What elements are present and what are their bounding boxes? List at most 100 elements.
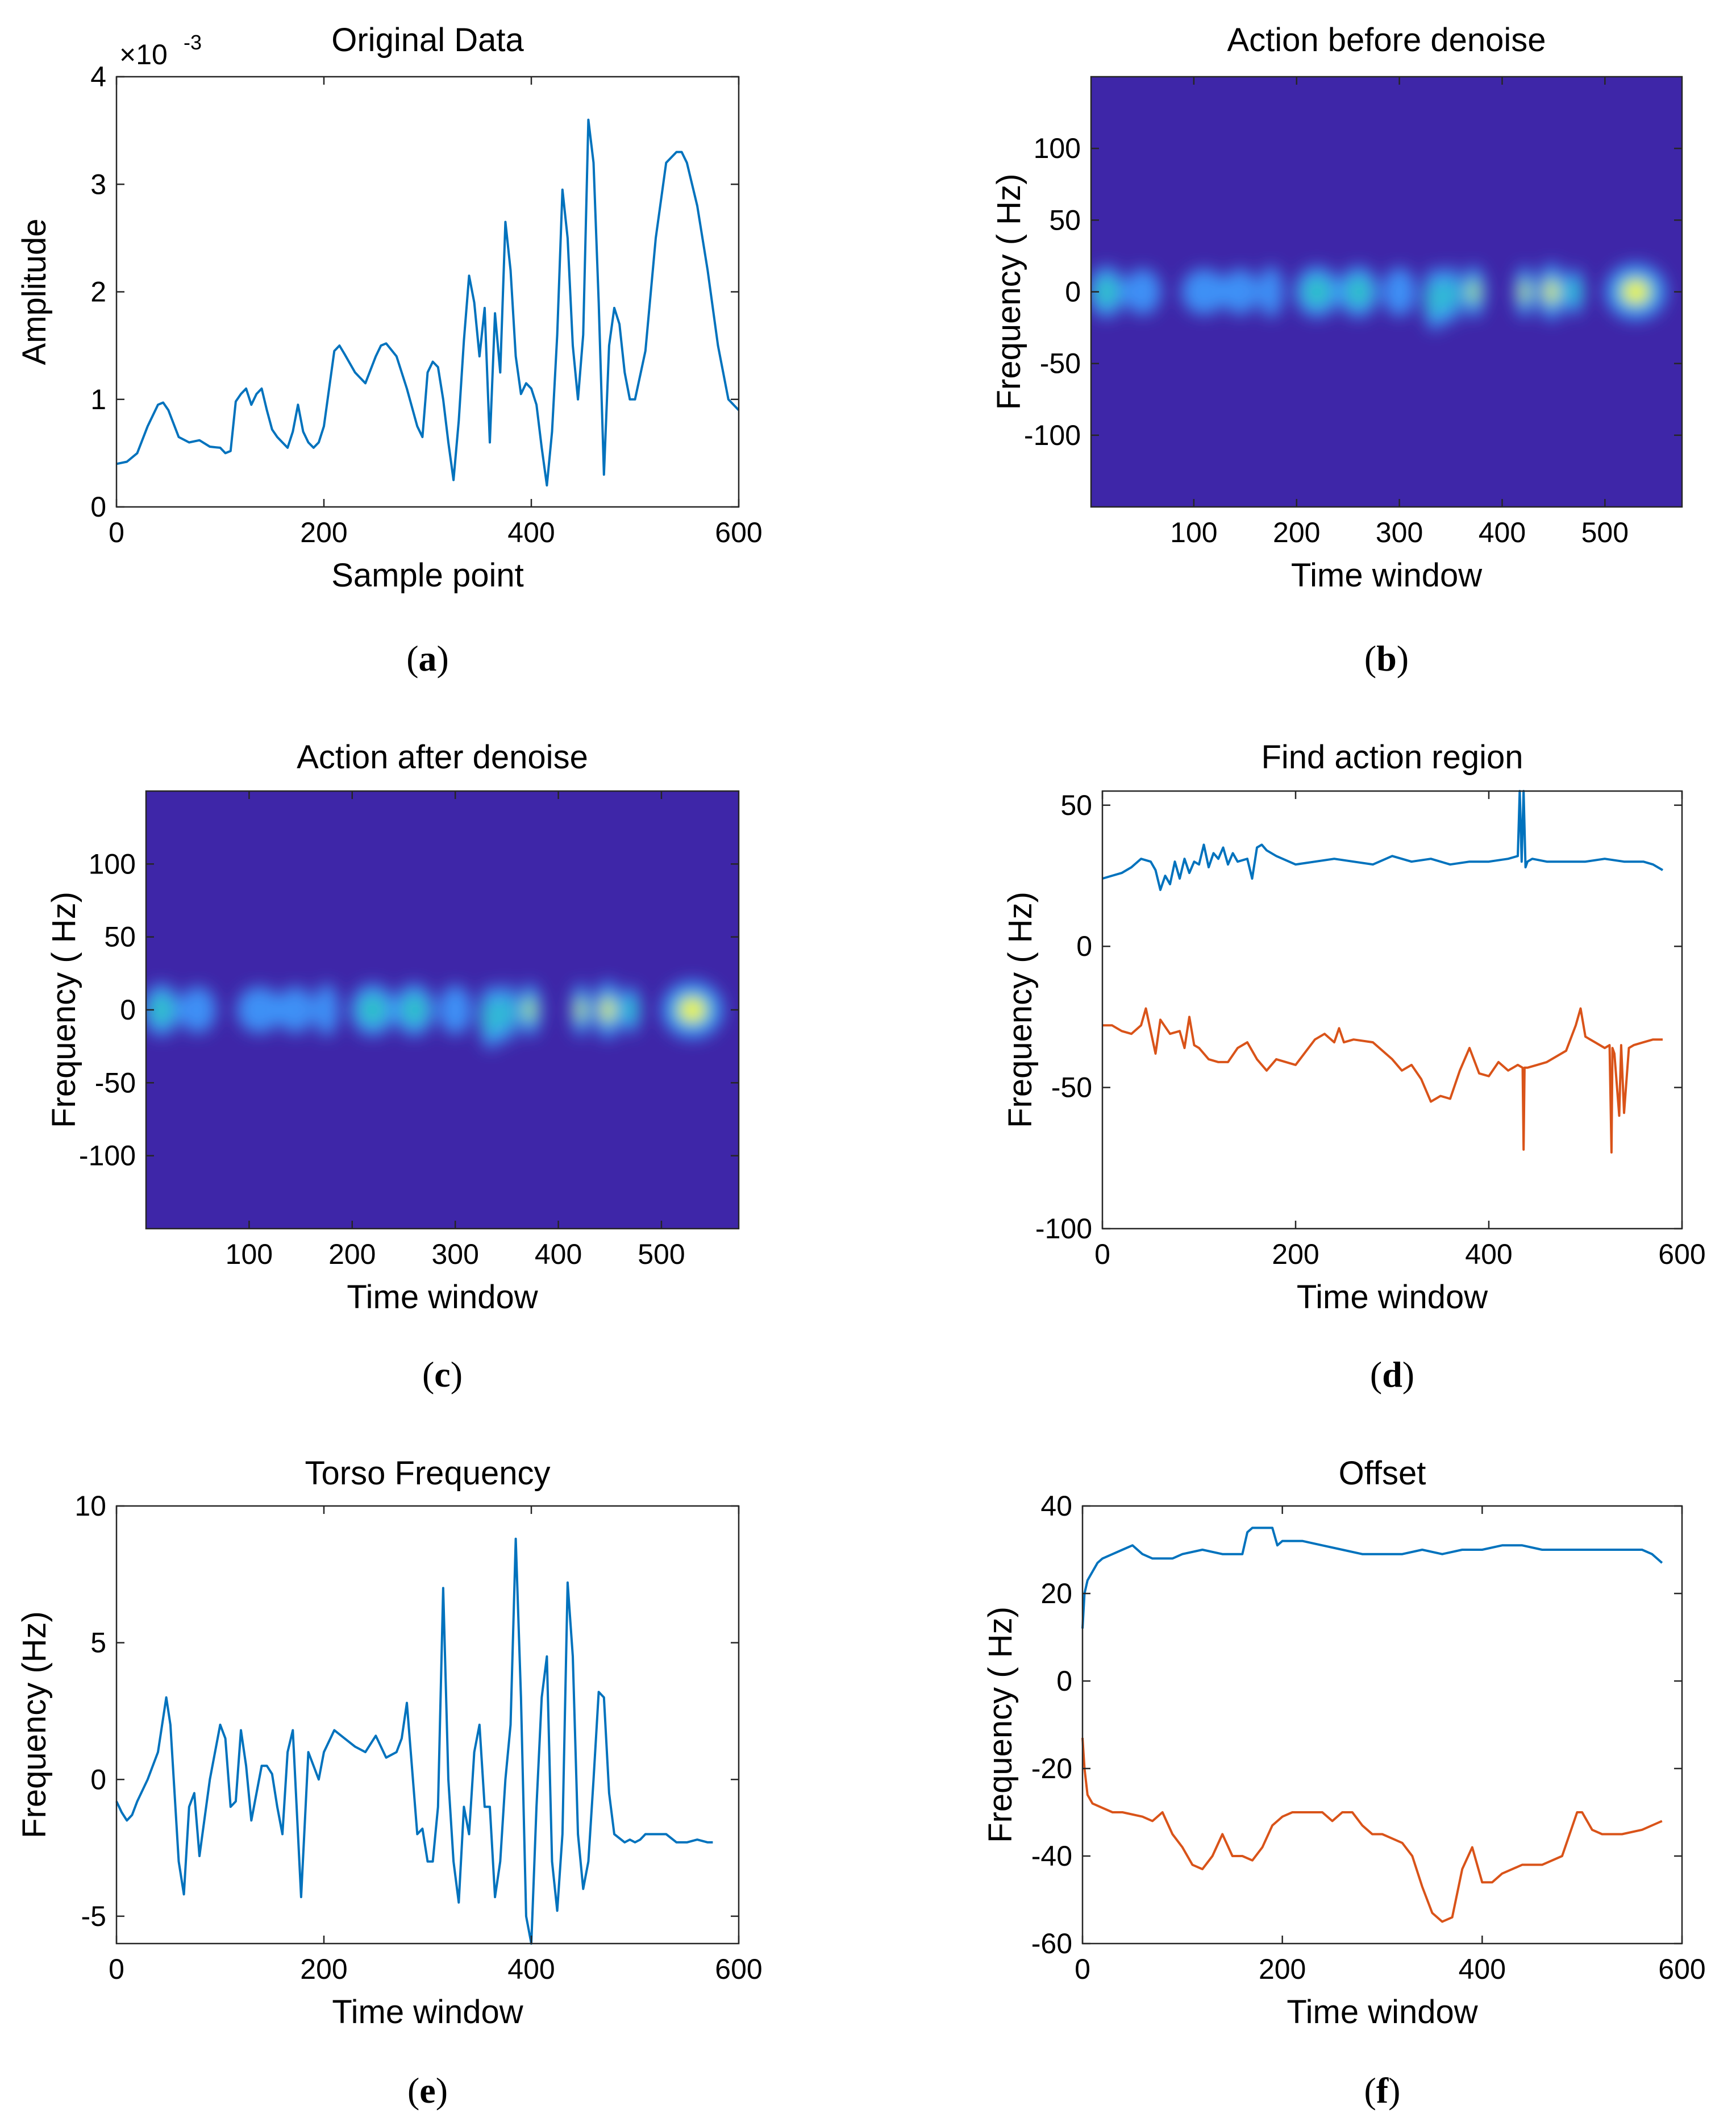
heatmap-blob-core-14: [680, 998, 705, 1022]
panel-caption: (d): [1370, 1354, 1414, 1395]
chart-title: Torso Frequency: [305, 1455, 551, 1492]
x-tick-label: 600: [1658, 1238, 1705, 1270]
x-tick-label: 0: [109, 517, 124, 548]
series-lower-line: [1102, 1007, 1663, 1154]
caption-letter: d: [1382, 1354, 1402, 1395]
y-tick-label: 0: [1065, 276, 1081, 308]
chart-title: Offset: [1339, 1455, 1426, 1492]
y-tick-label: 10: [74, 1490, 106, 1522]
panel-caption: (b): [1364, 638, 1409, 679]
y-tick-label: -60: [1031, 1928, 1072, 1959]
chart-title: Action before denoise: [1227, 22, 1546, 59]
x-tick-label: 500: [638, 1238, 685, 1270]
y-tick-label: 50: [104, 921, 136, 953]
y-tick-label: 50: [1060, 789, 1092, 821]
x-axis-label: Sample point: [331, 557, 524, 594]
x-tick-label: 200: [300, 1953, 347, 1985]
chart-title: Original Data: [331, 22, 524, 59]
x-tick-label: 0: [1075, 1953, 1090, 1985]
heatmap-blob-mid-9: [1444, 277, 1458, 312]
x-axis-label: Time window: [1297, 1279, 1488, 1316]
x-tick-label: 400: [507, 517, 555, 548]
panel-caption: (c): [422, 1354, 463, 1395]
x-tick-label: 300: [1376, 517, 1423, 548]
y-tick-label: 100: [89, 848, 136, 880]
y-axis-label: Frequency ( Hz): [982, 1607, 1019, 1843]
heatmap-blob-1: [179, 986, 217, 1034]
y-tick-label: 100: [1034, 132, 1081, 164]
y-tick-label: 0: [1076, 930, 1092, 962]
caption-paren-close: ): [1397, 638, 1409, 679]
heatmap-blob-core-12: [602, 998, 614, 1022]
y-tick-label: 0: [1056, 1665, 1072, 1697]
y-tick-label: -100: [1035, 1213, 1092, 1245]
y-tick-label: 40: [1040, 1490, 1072, 1522]
series-upper-line: [1081, 1526, 1663, 1629]
chart-title: Find action region: [1261, 739, 1523, 776]
y-tick-label: 2: [90, 276, 106, 308]
heatmap-blob-core-11: [1521, 281, 1529, 302]
panel-d: 0 200 400 600 -100 -50 0 50 Find action region Ti…: [1002, 739, 1706, 1395]
heatmap-blob-core-12: [1546, 280, 1557, 303]
heatmap-blur-group: [1091, 263, 1667, 331]
heatmap-blob-7: [1383, 267, 1416, 317]
y-tick-label: 1: [90, 384, 106, 415]
caption-letter: f: [1376, 2070, 1389, 2111]
heatmap-blob-mid-8: [1427, 280, 1444, 318]
y-tick-label: 0: [90, 1763, 106, 1795]
y-axis-label: Frequency (Hz): [16, 1611, 53, 1838]
series-amplitude-line: [116, 118, 740, 487]
x-tick-label: 200: [300, 517, 347, 548]
series-lower-line: [1081, 1737, 1663, 1923]
heatmap-blob-3: [1221, 269, 1259, 315]
heatmap-blob-mid-9: [500, 995, 514, 1030]
y-axis-label: Amplitude: [16, 219, 53, 365]
x-tick-label: 200: [1259, 1953, 1306, 1985]
x-tick-label: 100: [226, 1238, 273, 1270]
x-tick-label: 0: [109, 1953, 124, 1985]
y-axis-label: Frequency ( Hz): [990, 174, 1027, 410]
axes-box: [1081, 1505, 1683, 1945]
x-tick-label: 400: [1465, 1238, 1512, 1270]
x-axis-label: Time window: [347, 1279, 538, 1316]
heatmap-blob-mid-0: [1094, 276, 1119, 307]
caption-paren-open: (: [1370, 1354, 1382, 1395]
panel-caption: (e): [407, 2070, 448, 2111]
caption-letter: a: [419, 638, 437, 679]
x-tick-label: 400: [1459, 1953, 1506, 1985]
y-tick-label: -50: [1040, 348, 1081, 380]
x-tick-label: 200: [1273, 517, 1320, 548]
exponent-power: -3: [184, 31, 202, 54]
y-tick-label: -20: [1031, 1753, 1072, 1784]
axes-box: [1101, 790, 1683, 1230]
x-tick-label: 400: [507, 1953, 555, 1985]
y-tick-label: 4: [90, 61, 106, 93]
heatmap-blob-mid-13: [623, 996, 638, 1024]
caption-paren-open: (: [407, 2070, 419, 2111]
panel-f: 0 200 400 600 -60 -40 -20 0 20 40 Offset Time windo…: [982, 1455, 1706, 2111]
heatmap-blob-2: [1181, 269, 1227, 315]
y-tick-label: 20: [1040, 1578, 1072, 1609]
y-tick-label: 5: [90, 1627, 106, 1659]
heatmap-blob-1: [1123, 269, 1161, 315]
y-tick-label: -50: [95, 1067, 136, 1099]
y-tick-label: 3: [90, 168, 106, 200]
heatmap-blob-4: [1258, 266, 1284, 318]
y-tick-label: -5: [81, 1900, 106, 1932]
exponent-label: ×10: [119, 39, 168, 70]
axes-box: [115, 76, 740, 508]
heatmap-blob-core-10: [1469, 281, 1477, 302]
caption-letter: e: [419, 2070, 435, 2111]
caption-paren-open: (: [1364, 638, 1376, 679]
heatmap-blob-mid-6: [1344, 276, 1372, 307]
x-tick-label: 100: [1170, 517, 1217, 548]
x-tick-label: 0: [1094, 1238, 1110, 1270]
panel-caption: (f): [1364, 2070, 1401, 2111]
caption-paren-open: (: [422, 1354, 434, 1395]
heatmap-blob-core-10: [526, 999, 534, 1021]
x-tick-label: 600: [715, 517, 762, 548]
heatmap-blob-mid-5: [1302, 276, 1332, 307]
